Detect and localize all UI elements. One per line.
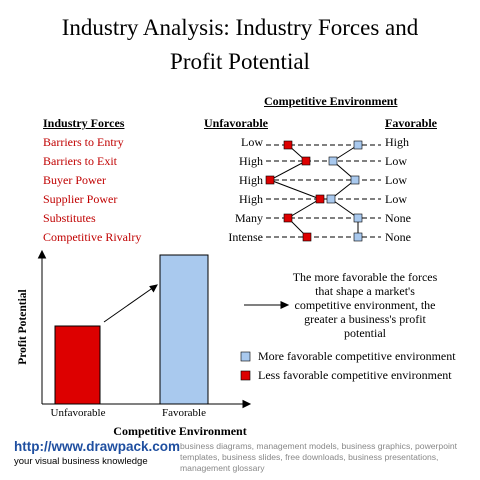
unfavorable-value: High [239, 154, 263, 168]
red-marker [265, 175, 275, 185]
unfavorable-bar [54, 325, 101, 405]
page-title-line-2: Profit Potential [170, 49, 310, 74]
unfavorable-value: High [239, 192, 263, 206]
red-marker [301, 156, 311, 166]
blue-marker [353, 140, 363, 150]
unfavorable-value: High [239, 173, 263, 187]
footer-keywords: business diagrams, management models, bu… [180, 441, 458, 473]
blue-marker [326, 194, 336, 204]
unfavorable-value: Low [241, 135, 263, 149]
favorable-value: Low [385, 173, 407, 187]
scale-lines [266, 144, 381, 238]
legend-less-favorable: Less favorable competitive environment [258, 368, 452, 382]
favorable-markers [326, 140, 363, 242]
description-text: The more favorable the forces that shape… [292, 270, 438, 340]
industry-forces-header: Industry Forces [43, 116, 125, 130]
force-label: Competitive Rivalry [43, 230, 142, 244]
blue-marker [350, 175, 360, 185]
tagline: your visual business knowledge [14, 456, 148, 467]
profile-connectors [268, 144, 359, 238]
y-axis-arrowhead [37, 249, 47, 259]
description-arrow [244, 301, 290, 309]
favorable-value: None [385, 211, 411, 225]
legend-more-favorable: More favorable competitive environment [258, 349, 456, 363]
x-category-favorable: Favorable [162, 407, 206, 419]
blue-marker [353, 213, 363, 223]
competitive-environment-header: Competitive Environment [264, 94, 398, 108]
red-marker [315, 194, 325, 204]
favorable-header: Favorable [385, 116, 437, 130]
x-category-unfavorable: Unfavorable [50, 407, 106, 419]
x-axis-arrowhead [242, 399, 252, 409]
force-label: Substitutes [43, 211, 96, 225]
blue-marker [328, 156, 338, 166]
favorable-value: None [385, 230, 411, 244]
legend-red-swatch [240, 370, 251, 381]
favorable-value: Low [385, 154, 407, 168]
favorable-bar [159, 254, 209, 405]
unfavorable-header: Unfavorable [204, 116, 268, 130]
trend-arrow [103, 284, 158, 323]
drawpack-url-link[interactable]: http://www.drawpack.com [14, 439, 181, 454]
force-label: Buyer Power [43, 173, 106, 187]
unfavorable-profile-line [268, 144, 322, 238]
favorable-value: High [385, 135, 409, 149]
unfavorable-value: Intense [228, 230, 263, 244]
red-marker [283, 213, 293, 223]
y-axis-label: Profit Potential [17, 289, 29, 365]
page-title-line-1: Industry Analysis: Industry Forces and [61, 15, 419, 40]
force-label: Supplier Power [43, 192, 118, 206]
red-marker [283, 140, 293, 150]
unfavorable-markers [265, 140, 325, 242]
legend-blue-swatch [240, 351, 251, 362]
force-label: Barriers to Exit [43, 154, 117, 168]
x-axis-label: Competitive Environment [113, 424, 247, 438]
unfavorable-value: Many [235, 211, 263, 225]
force-label: Barriers to Entry [43, 135, 124, 149]
blue-marker [353, 232, 363, 242]
favorable-value: Low [385, 192, 407, 206]
red-marker [302, 232, 312, 242]
